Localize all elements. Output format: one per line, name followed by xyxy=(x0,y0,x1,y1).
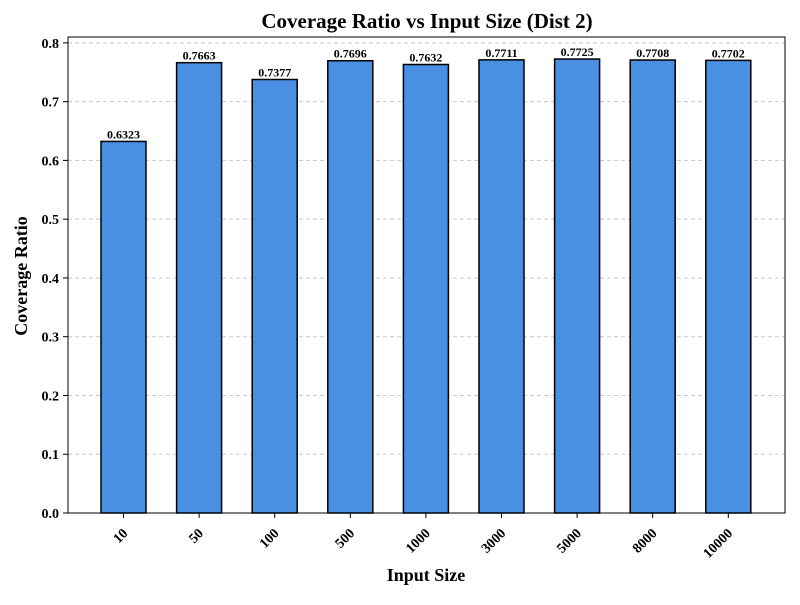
plot-frame xyxy=(67,36,786,514)
bar-10000 xyxy=(705,59,752,514)
bar-value-label: 0.7377 xyxy=(258,65,291,79)
y-tick-label: 0.2 xyxy=(42,389,60,404)
bar-value-label: 0.7702 xyxy=(712,46,745,60)
bar-1000 xyxy=(402,63,450,514)
bar-value-label: 0.7725 xyxy=(561,45,594,59)
bar-value-label: 0.7696 xyxy=(334,47,367,61)
y-tick-label: 0.6 xyxy=(42,154,60,169)
y-tick-label: 0.8 xyxy=(42,37,60,52)
bar-8000 xyxy=(629,59,676,514)
y-tick-label: 0.0 xyxy=(42,507,60,522)
bars xyxy=(100,58,752,514)
y-tick-label: 0.7 xyxy=(42,96,60,111)
y-tick-label: 0.5 xyxy=(42,213,60,228)
bar-10 xyxy=(100,140,147,514)
y-tick-label: 0.3 xyxy=(42,331,60,346)
chart-title: Coverage Ratio vs Input Size (Dist 2) xyxy=(261,9,592,33)
bar-value-label: 0.7663 xyxy=(183,49,216,63)
bar-value-label: 0.6323 xyxy=(107,127,140,141)
y-axis-ticks: 0.0 0.1 0.2 0.3 0.4 0.5 0.6 0.7 0.8 xyxy=(42,37,68,522)
bar-value-label: 0.7708 xyxy=(636,46,669,60)
bar-value-labels: 0.6323 0.7663 0.7377 0.7696 0.7632 0.7711 0.77… xyxy=(107,45,745,141)
y-tick-label: 0.4 xyxy=(42,272,60,287)
bar-500 xyxy=(327,59,374,514)
bar-value-label: 0.7632 xyxy=(409,51,442,65)
bar-50 xyxy=(175,61,223,514)
bar-100 xyxy=(251,78,298,514)
y-tick-label: 0.1 xyxy=(42,448,60,463)
bar-3000 xyxy=(478,59,525,514)
x-axis-label: Input Size xyxy=(387,565,466,585)
bar-5000 xyxy=(553,58,601,514)
y-axis-label: Coverage Ratio xyxy=(11,216,31,335)
bar-value-label: 0.7711 xyxy=(485,46,517,60)
